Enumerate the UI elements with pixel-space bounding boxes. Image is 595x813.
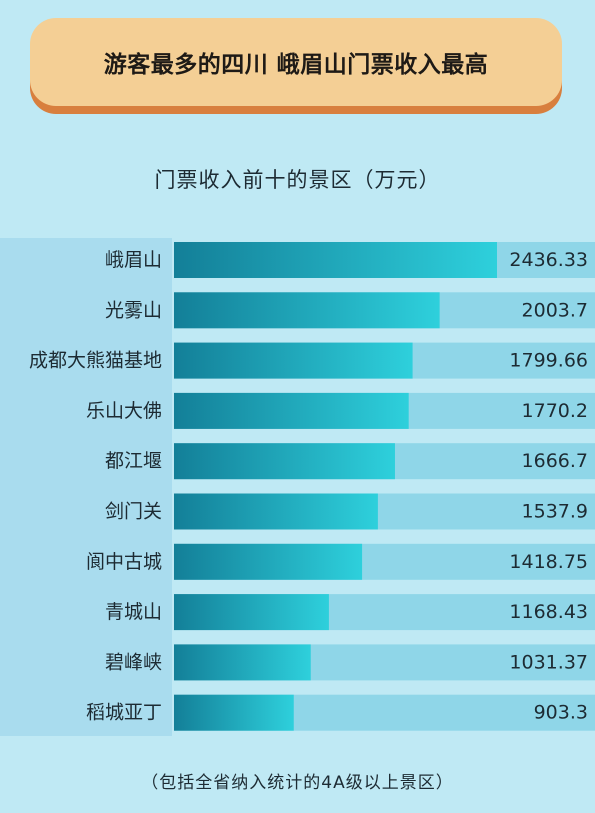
bar bbox=[174, 694, 294, 731]
category-label: 都江堰 bbox=[105, 450, 162, 472]
banner-title: 游客最多的四川 峨眉山门票收入最高 bbox=[103, 52, 489, 78]
category-label: 青城山 bbox=[105, 601, 162, 623]
title-banner: 游客最多的四川 峨眉山门票收入最高 bbox=[30, 18, 562, 106]
chart-title: 门票收入前十的景区（万元） bbox=[154, 168, 441, 192]
data-label: 1770.2 bbox=[522, 400, 588, 422]
bar bbox=[174, 342, 413, 379]
data-label: 1799.66 bbox=[509, 350, 588, 372]
category-label: 稻城亚丁 bbox=[86, 702, 162, 724]
bar bbox=[174, 594, 329, 631]
bar bbox=[174, 292, 440, 329]
bar bbox=[174, 392, 409, 429]
category-label: 剑门关 bbox=[105, 501, 162, 523]
bar bbox=[174, 644, 311, 681]
bar bbox=[174, 242, 497, 278]
category-label: 光雾山 bbox=[105, 299, 162, 321]
data-label: 2003.7 bbox=[522, 299, 588, 321]
category-label: 成都大熊猫基地 bbox=[29, 350, 162, 372]
data-label: 1537.9 bbox=[522, 501, 588, 523]
category-label: 阆中古城 bbox=[86, 551, 162, 573]
data-label: 903.3 bbox=[534, 702, 588, 724]
footnote: （包括全省纳入统计的4A级以上景区） bbox=[141, 773, 454, 793]
bar bbox=[174, 493, 378, 530]
bar bbox=[174, 443, 395, 480]
data-label: 1168.43 bbox=[509, 601, 588, 623]
bar bbox=[174, 543, 363, 580]
data-label: 1031.37 bbox=[509, 651, 588, 673]
data-label: 1666.7 bbox=[522, 450, 588, 472]
data-label: 2436.33 bbox=[509, 249, 588, 271]
category-label-panel bbox=[0, 238, 172, 736]
category-label: 乐山大佛 bbox=[86, 400, 162, 422]
category-label: 碧峰峡 bbox=[105, 651, 162, 673]
category-label: 峨眉山 bbox=[105, 249, 162, 271]
data-label: 1418.75 bbox=[509, 551, 588, 573]
